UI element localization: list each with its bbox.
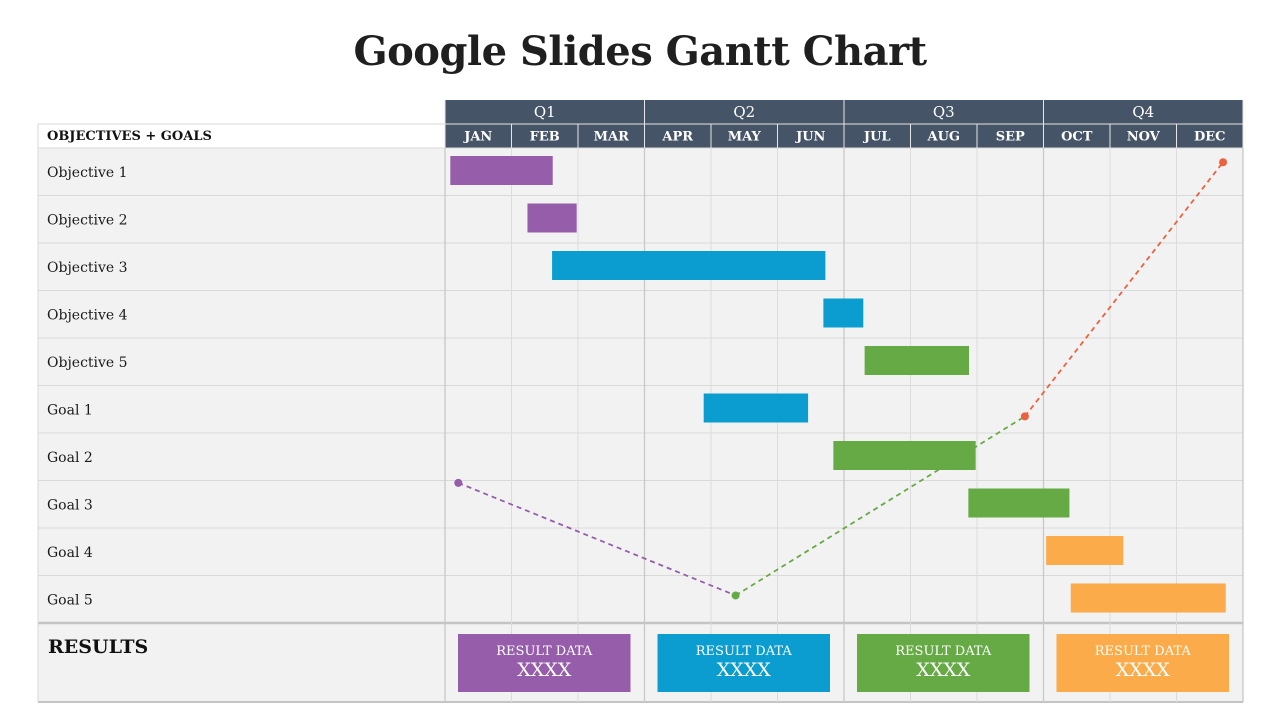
month-label: APR	[661, 130, 693, 145]
result-box	[857, 634, 1030, 692]
task-label: Objective 5	[47, 355, 128, 371]
trend-point	[731, 591, 740, 600]
month-label: OCT	[1061, 130, 1093, 145]
month-label: AUG	[926, 130, 960, 145]
trend-point	[454, 478, 463, 487]
trend-point	[1020, 412, 1029, 421]
task-bar	[450, 156, 553, 185]
objectives-goals-header: OBJECTIVES + GOALS	[47, 129, 212, 144]
task-label: Goal 2	[47, 450, 93, 466]
trend-line	[735, 415, 1026, 597]
month-label: SEP	[996, 130, 1025, 145]
result-box	[1056, 634, 1229, 692]
task-label: Goal 5	[47, 592, 93, 608]
result-box	[657, 634, 830, 692]
month-label: JUL	[863, 130, 891, 145]
task-bar	[552, 251, 826, 280]
result-value: XXXX	[916, 659, 971, 681]
result-value: XXXX	[717, 659, 772, 681]
task-bar	[527, 203, 577, 233]
task-bar	[703, 393, 809, 423]
task-label: Objective 1	[47, 165, 128, 181]
result-label: RESULT DATA	[1095, 644, 1192, 659]
month-label: NOV	[1127, 130, 1161, 145]
task-label: Goal 1	[47, 402, 93, 418]
result-label: RESULT DATA	[696, 644, 793, 659]
month-label: JAN	[463, 130, 492, 145]
month-label: JUN	[795, 130, 825, 145]
task-bar	[823, 298, 864, 328]
task-label: Objective 4	[47, 307, 128, 323]
result-value: XXXX	[1116, 659, 1171, 681]
month-label: MAR	[594, 130, 629, 145]
task-bar	[1046, 536, 1124, 565]
task-bar	[864, 346, 970, 375]
result-value: XXXX	[517, 659, 572, 681]
table-background	[38, 124, 1243, 702]
task-bar	[833, 441, 976, 470]
result-box	[458, 634, 631, 692]
results-label: RESULTS	[48, 636, 148, 658]
quarter-label: Q4	[1132, 103, 1154, 121]
task-bar	[968, 488, 1070, 518]
header-label-cell	[38, 124, 445, 148]
quarter-label: Q2	[733, 103, 755, 121]
page-title: Google Slides Gantt Chart	[353, 28, 927, 75]
task-label: Objective 3	[47, 260, 128, 276]
result-label: RESULT DATA	[496, 644, 593, 659]
result-label: RESULT DATA	[895, 644, 992, 659]
task-label: Goal 4	[47, 545, 93, 561]
trend-point	[1219, 158, 1228, 167]
month-label: FEB	[530, 130, 560, 145]
month-label: DEC	[1194, 130, 1226, 145]
trend-line	[457, 482, 736, 597]
task-bar	[1070, 583, 1226, 613]
task-label: Objective 2	[47, 212, 128, 228]
month-label: MAY	[728, 130, 762, 145]
task-label: Goal 3	[47, 497, 93, 513]
quarter-label: Q3	[933, 103, 955, 121]
quarter-label: Q1	[534, 103, 556, 121]
